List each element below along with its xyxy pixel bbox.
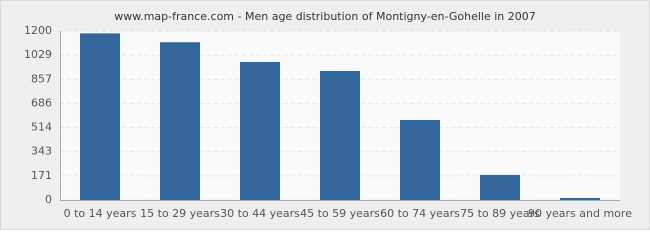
chart-title: www.map-france.com - Men age distributio… xyxy=(114,10,536,23)
bar xyxy=(80,33,120,200)
y-tick-label: 171 xyxy=(31,169,52,182)
x-tick-label: 15 to 29 years xyxy=(140,207,220,220)
y-tick-label: 343 xyxy=(31,145,52,158)
x-tick-label: 75 to 89 years xyxy=(460,207,540,220)
y-tick-label: 1029 xyxy=(24,48,52,61)
y-tick-label: 0 xyxy=(45,193,52,206)
x-tick-label: 30 to 44 years xyxy=(220,207,300,220)
bar xyxy=(560,198,600,200)
y-tick-label: 857 xyxy=(31,72,52,85)
bar xyxy=(480,174,520,200)
chart: www.map-france.com - Men age distributio… xyxy=(0,0,650,230)
bar xyxy=(320,70,360,200)
bar xyxy=(160,42,200,201)
x-tick-label: 45 to 59 years xyxy=(300,207,380,220)
x-tick-label: 90 years and more xyxy=(528,207,632,220)
y-tick-label: 686 xyxy=(31,96,52,109)
x-tick-label: 0 to 14 years xyxy=(64,207,137,220)
x-tick-label: 60 to 74 years xyxy=(380,207,460,220)
y-tick-label: 514 xyxy=(31,121,52,134)
y-tick-label: 1200 xyxy=(24,24,52,37)
page: {"chart_data": {"type": "bar", "title": … xyxy=(0,0,650,230)
bar xyxy=(400,120,440,200)
bar xyxy=(240,61,280,200)
